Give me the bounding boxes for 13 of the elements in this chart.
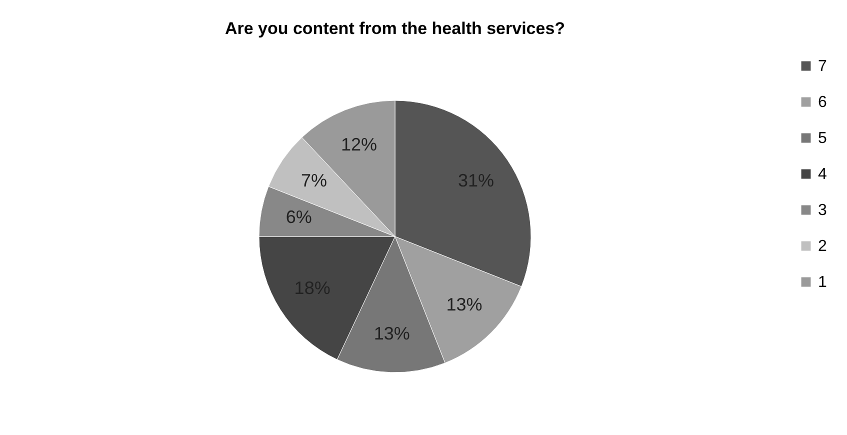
legend-label: 1 bbox=[818, 274, 827, 291]
legend-label: 3 bbox=[818, 202, 827, 219]
data-label: 13% bbox=[374, 323, 410, 344]
data-label: 12% bbox=[340, 134, 377, 154]
legend-label: 5 bbox=[818, 130, 827, 147]
legend-label: 4 bbox=[818, 166, 827, 183]
legend-label: 6 bbox=[818, 94, 827, 111]
data-label: 13% bbox=[446, 294, 482, 315]
data-label: 6% bbox=[286, 207, 312, 228]
data-label: 7% bbox=[301, 170, 328, 190]
legend-label: 7 bbox=[818, 58, 827, 75]
chart-title: Are you content from the health services? bbox=[224, 19, 566, 38]
legend-label: 2 bbox=[818, 238, 827, 255]
